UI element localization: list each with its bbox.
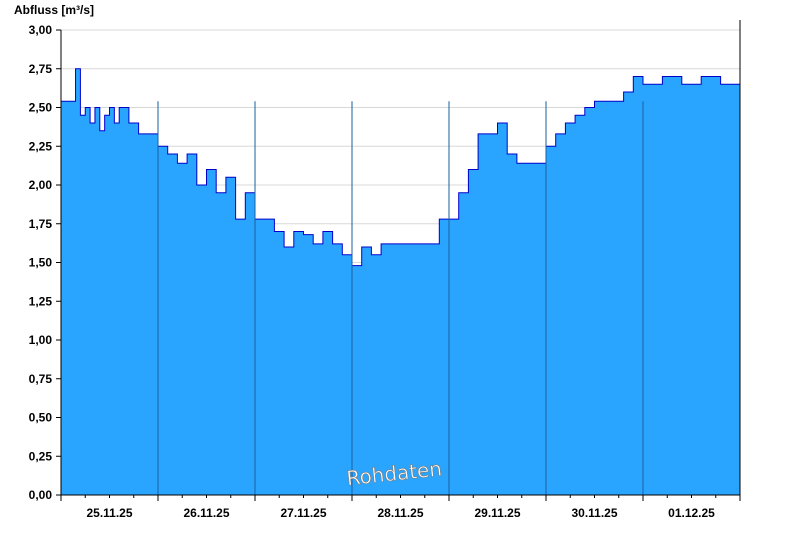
y-tick-label: 1,00 bbox=[29, 333, 53, 347]
y-tick-label: 0,50 bbox=[29, 411, 53, 425]
y-axis-label: Abfluss [m³/s] bbox=[14, 3, 94, 17]
y-tick-label: 0,25 bbox=[29, 449, 53, 463]
y-tick-label: 1,50 bbox=[29, 256, 53, 270]
x-tick-label: 27.11.25 bbox=[280, 506, 326, 520]
y-tick-label: 0,75 bbox=[29, 372, 53, 386]
y-tick-label: 2,75 bbox=[29, 62, 53, 76]
discharge-area bbox=[61, 68, 740, 495]
x-tick-label: 25.11.25 bbox=[86, 506, 132, 520]
y-tick-label: 2,50 bbox=[29, 101, 53, 115]
y-ticks: 0,00 0,25 0,50 0,75 1,00 1,25 1,50 1,75 2,00 2,25… bbox=[29, 23, 61, 502]
data-layer bbox=[61, 68, 741, 495]
y-tick-label: 3,00 bbox=[29, 23, 53, 37]
discharge-line bbox=[61, 68, 741, 267]
y-tick-label: 0,00 bbox=[29, 488, 53, 502]
y-tick-label: 2,25 bbox=[29, 139, 53, 153]
y-tick-label: 1,75 bbox=[29, 217, 53, 231]
y-tick-label: 2,00 bbox=[29, 178, 53, 192]
x-tick-label: 30.11.25 bbox=[571, 506, 617, 520]
x-tick-label: 26.11.25 bbox=[183, 506, 229, 520]
x-ticks: 25.11.25 26.11.25 27.11.25 28.11.25 29.11.25… bbox=[60, 495, 741, 520]
y-tick-label: 1,25 bbox=[29, 294, 53, 308]
x-tick-label: 01.12.25 bbox=[668, 506, 715, 520]
day-separators bbox=[157, 101, 644, 495]
x-tick-label: 29.11.25 bbox=[474, 506, 520, 520]
x-tick-label: 28.11.25 bbox=[377, 506, 423, 520]
